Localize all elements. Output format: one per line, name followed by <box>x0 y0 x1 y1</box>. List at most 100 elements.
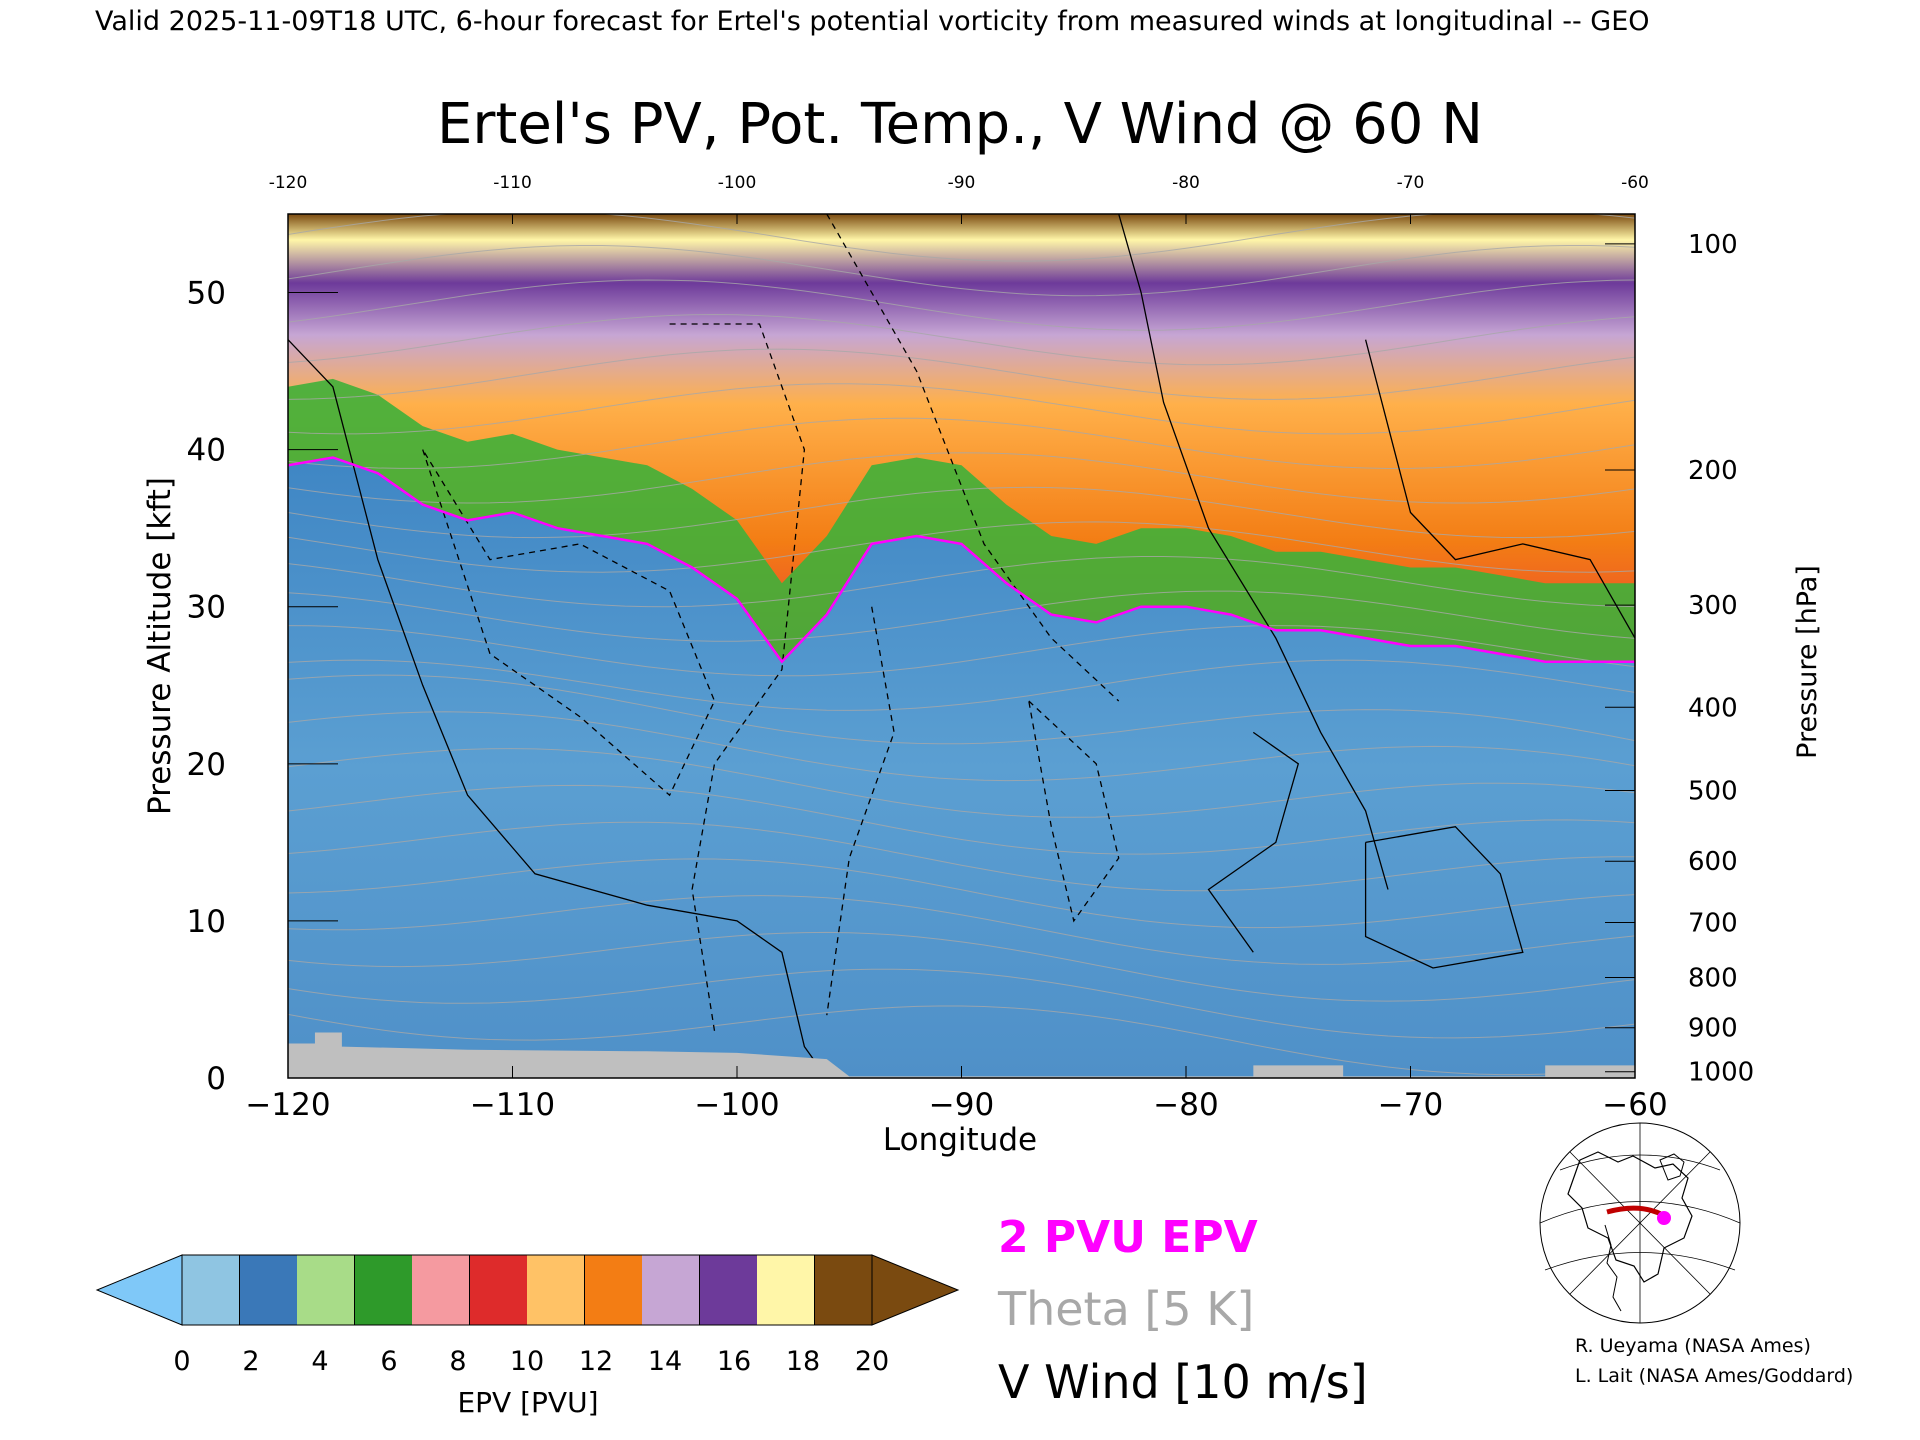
theta-contour-line <box>288 748 1635 818</box>
legend: 2 PVU EPV Theta [5 K] V Wind [10 m/s] <box>997 1212 1368 1409</box>
theta-contours <box>288 214 1635 1076</box>
colorbar-segment <box>642 1255 700 1325</box>
legend-entry: V Wind [10 m/s] <box>998 1355 1368 1409</box>
v-wind-contour-line <box>669 323 806 1032</box>
theta-contour-line <box>288 931 1635 1002</box>
v-wind-contour-line <box>1118 214 1389 890</box>
colorbar-tick-label: 14 <box>648 1346 682 1377</box>
credit-line-2: L. Lait (NASA Ames/Goddard) <box>1575 1365 1853 1387</box>
colorbar-tick-label: 16 <box>717 1346 751 1377</box>
x-top-tick-label: -80 <box>1172 173 1200 193</box>
theta-contour-line <box>288 968 1635 1039</box>
x-tick-label: −70 <box>1378 1087 1443 1123</box>
pressure-tick-label: 100 <box>1688 230 1738 260</box>
theta-contour-line <box>288 895 1635 965</box>
theta-contour-line <box>288 858 1635 929</box>
y-axis-right: 100 200 300 400 500 600 700 800 900 1000 <box>1605 230 1754 1088</box>
v-wind-contour-line <box>1364 339 1635 639</box>
theta-contour-line <box>288 417 1635 470</box>
theta-contour-line <box>288 784 1635 855</box>
x-tick-label: −90 <box>929 1087 994 1123</box>
colorbar-under-arrow <box>95 1254 183 1326</box>
theta-contour-line <box>288 821 1635 892</box>
location-map <box>1539 1122 1741 1324</box>
colorbar-label: EPV [PVU] <box>457 1386 598 1419</box>
y-tick-label: 20 <box>187 747 226 783</box>
x-tick-label: −110 <box>470 1087 555 1123</box>
v-wind-contour-line <box>288 339 828 1078</box>
colorbar-segment <box>757 1255 815 1325</box>
colorbar-tick-labels: 0 2 4 6 8 10 12 14 16 18 20 <box>173 1346 889 1377</box>
theta-contour-line <box>288 556 1635 608</box>
colorbar-frame <box>181 1254 873 1326</box>
x-axis-top: -120 -110 -100 -90 -80 -70 -60 <box>269 173 1649 224</box>
pressure-tick-label: 500 <box>1688 777 1738 807</box>
theta-contour-line <box>288 625 1635 677</box>
colorbar-segment <box>354 1255 412 1325</box>
y-tick-label: 30 <box>187 590 226 626</box>
valid-time-header: Valid 2025-11-09T18 UTC, 6-hour forecast… <box>95 6 1650 37</box>
y-axis-label-right: Pressure [hPa] <box>1792 565 1823 759</box>
x-axis: −120 −110 −100 −90 −80 −70 −60 <box>245 1066 1668 1123</box>
x-top-tick-label: -90 <box>948 173 976 193</box>
theta-contour-line <box>288 245 1635 297</box>
plot-area <box>288 214 1635 1078</box>
x-tick-label: −80 <box>1153 1087 1218 1123</box>
pressure-tick-label: 700 <box>1688 908 1738 938</box>
troposphere-fill <box>288 457 1635 1078</box>
x-top-tick-label: -60 <box>1621 173 1649 193</box>
pressure-tick-label: 300 <box>1688 591 1738 621</box>
theta-contour-line <box>288 711 1635 782</box>
pressure-tick-label: 800 <box>1688 963 1738 993</box>
theta-contour-line <box>288 348 1635 400</box>
x-top-tick-label: -110 <box>493 173 532 193</box>
colorbar-over-arrow <box>871 1254 960 1326</box>
y-tick-label: 40 <box>187 433 226 469</box>
theta-contour-line <box>288 383 1635 435</box>
y-axis-label-left: Pressure Altitude [kft] <box>142 477 178 815</box>
colorbar-tick-label: 10 <box>510 1346 544 1377</box>
theta-contour-line <box>288 279 1635 331</box>
colorbar-tick-label: 4 <box>311 1346 328 1377</box>
theta-contour-line <box>288 486 1635 539</box>
theta-contour-line <box>288 521 1635 573</box>
legend-entry: 2 PVU EPV <box>998 1212 1258 1263</box>
theta-contour-line <box>288 313 1635 366</box>
colorbar-tick-label: 2 <box>242 1346 259 1377</box>
colorbar-segment <box>584 1255 642 1325</box>
y-tick-label: 0 <box>206 1061 226 1097</box>
v-wind-contour-line <box>1207 731 1300 953</box>
colorbar-segment <box>527 1255 585 1325</box>
pressure-tick-label: 200 <box>1688 456 1738 486</box>
x-tick-label: −60 <box>1602 1087 1667 1123</box>
low-stratosphere-band <box>288 378 1635 662</box>
x-axis-label: Longitude <box>883 1122 1037 1158</box>
theta-contour-line <box>288 659 1635 711</box>
tropopause-2pvu-line <box>288 456 1635 664</box>
pressure-tick-label: 600 <box>1688 847 1738 877</box>
x-top-tick-label: -100 <box>718 173 757 193</box>
colorbar-segment <box>239 1255 297 1325</box>
colorbar-segment <box>297 1255 355 1325</box>
colorbar-segment <box>699 1255 757 1325</box>
x-top-tick-label: -120 <box>269 173 308 193</box>
credit-line-1: R. Ueyama (NASA Ames) <box>1575 1335 1811 1357</box>
theta-contour-line <box>288 674 1635 745</box>
colorbar-tick-label: 18 <box>786 1346 820 1377</box>
colorbar-tick-label: 20 <box>855 1346 889 1377</box>
v-wind-contour-line <box>422 449 716 797</box>
colorbar-segment <box>412 1255 470 1325</box>
colorbar-tick-label: 0 <box>173 1346 190 1377</box>
ground-mask <box>288 1032 1635 1078</box>
colorbar-tick-label: 6 <box>380 1346 397 1377</box>
legend-entry: Theta [5 K] <box>997 1282 1254 1336</box>
x-tick-label: −100 <box>694 1087 779 1123</box>
v-wind-contour-line <box>826 214 1120 702</box>
y-tick-label: 10 <box>187 904 226 940</box>
pressure-tick-label: 900 <box>1688 1014 1738 1044</box>
pressure-tick-label: 1000 <box>1688 1058 1754 1088</box>
y-tick-label: 50 <box>187 276 226 312</box>
colorbar-segment <box>469 1255 527 1325</box>
colorbar <box>95 1254 960 1326</box>
